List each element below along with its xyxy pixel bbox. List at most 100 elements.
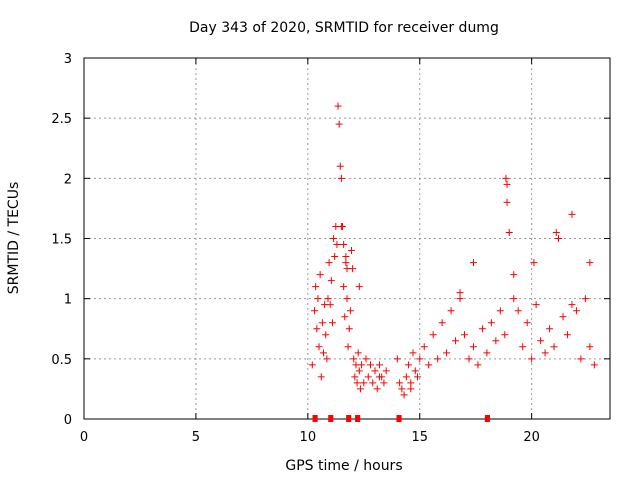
data-point: [331, 253, 339, 261]
data-point: [336, 162, 344, 170]
data-point: [503, 180, 511, 188]
data-point: [414, 373, 422, 381]
y-tick-label: 1: [64, 293, 72, 308]
x-tick-label: 5: [192, 430, 200, 445]
data-point: [317, 373, 325, 381]
y-tick-label: 2: [64, 172, 72, 187]
data-point: [577, 355, 585, 363]
data-point: [319, 349, 327, 357]
data-point: [523, 319, 531, 327]
data-point: [478, 325, 486, 333]
data-point: [360, 379, 368, 387]
data-point: [316, 271, 324, 279]
data-point: [487, 319, 495, 327]
data-point: [456, 295, 464, 303]
data-point: [586, 259, 594, 267]
data-point: [465, 355, 473, 363]
axis-ticks: [83, 57, 610, 420]
data-point: [501, 331, 509, 339]
data-point: [425, 361, 433, 369]
data-point: [474, 361, 482, 369]
data-point: [510, 295, 518, 303]
data-point: [409, 349, 417, 357]
x-tick-label: 20: [523, 430, 540, 445]
data-point: [371, 367, 379, 375]
data-point: [528, 355, 536, 363]
x-tick-label: 0: [80, 430, 88, 445]
data-point: [313, 325, 321, 333]
x-tick-labels: 0 5 10 15 20: [80, 430, 540, 445]
data-point: [452, 337, 460, 345]
data-points: [308, 102, 598, 399]
data-point: [469, 343, 477, 351]
x-tick-label: 10: [300, 430, 317, 445]
data-point: [353, 379, 361, 387]
data-point: [337, 174, 345, 182]
data-point: [308, 361, 316, 369]
data-point: [347, 247, 355, 255]
data-point: [461, 331, 469, 339]
gap-marker: [313, 415, 318, 422]
y-tick-label: 2.5: [51, 112, 72, 127]
data-point: [343, 295, 351, 303]
data-point: [346, 307, 354, 315]
gap-markers: [312, 415, 491, 422]
data-point: [311, 307, 319, 315]
data-point: [382, 367, 390, 375]
data-point: [572, 307, 580, 315]
data-point: [324, 295, 332, 303]
data-point: [555, 235, 563, 242]
y-tick-label: 3: [64, 52, 72, 67]
data-point: [380, 379, 388, 387]
data-point: [322, 331, 330, 339]
data-point: [323, 355, 331, 363]
data-point: [342, 259, 350, 267]
data-point: [559, 313, 567, 321]
data-point: [503, 198, 511, 206]
data-point: [537, 337, 545, 345]
data-point: [325, 259, 333, 267]
data-point: [469, 259, 477, 267]
data-point: [398, 385, 406, 393]
data-point: [330, 235, 338, 242]
data-point: [530, 259, 538, 267]
data-point: [351, 373, 359, 381]
data-point: [514, 307, 522, 315]
data-point: [375, 361, 383, 369]
data-point: [333, 241, 341, 249]
data-point: [341, 313, 349, 321]
data-point: [315, 343, 323, 351]
chart-title: Day 343 of 2020, SRMTID for receiver dum…: [189, 20, 499, 36]
data-point: [362, 355, 370, 363]
data-point: [568, 301, 576, 309]
data-point: [590, 361, 598, 369]
data-point: [342, 253, 350, 261]
data-point: [402, 373, 410, 381]
data-point: [550, 343, 558, 351]
data-point: [343, 265, 351, 273]
data-point: [429, 331, 437, 339]
data-point: [350, 355, 358, 363]
x-axis-label: GPS time / hours: [285, 458, 402, 474]
data-point: [443, 349, 451, 357]
data-point: [456, 289, 464, 297]
data-point: [364, 373, 372, 381]
gap-marker: [347, 415, 352, 422]
data-point: [355, 367, 363, 375]
data-point: [369, 379, 377, 387]
y-tick-label: 0.5: [51, 353, 72, 368]
data-point: [314, 295, 322, 303]
y-tick-labels: 0 0.5 1 1.5 2 2.5 3: [51, 52, 72, 428]
data-point: [568, 210, 576, 218]
data-point: [373, 385, 381, 393]
data-point: [375, 373, 383, 381]
data-point: [546, 325, 554, 333]
data-point: [505, 228, 513, 236]
data-point: [510, 271, 518, 279]
data-point: [335, 120, 343, 128]
data-point: [416, 355, 424, 363]
data-point: [586, 343, 594, 351]
data-point: [393, 355, 401, 363]
